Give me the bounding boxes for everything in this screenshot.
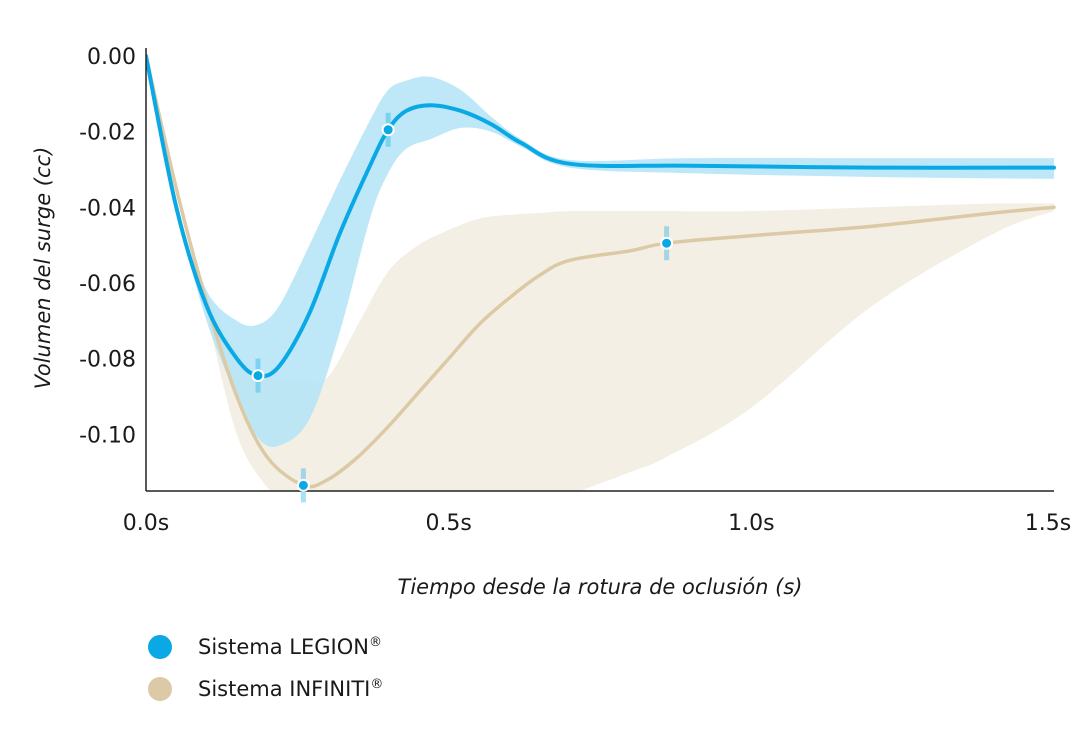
data-point-marker bbox=[381, 123, 395, 137]
data-point-marker bbox=[660, 236, 674, 250]
series-line-infiniti bbox=[146, 54, 1056, 489]
confidence-band-legion bbox=[146, 56, 1054, 447]
y-tick-label: -0.04 bbox=[79, 196, 136, 221]
chart-legend: Sistema LEGION® Sistema INFINITI® bbox=[148, 626, 383, 710]
data-point-marker bbox=[251, 369, 265, 383]
legend-label-legion: Sistema LEGION® bbox=[198, 635, 382, 659]
legend-swatch-legion bbox=[148, 635, 172, 659]
x-tick-label: 0.0s bbox=[123, 511, 169, 536]
data-point-marker bbox=[296, 478, 310, 492]
y-axis-title: Volumen del surge (cc) bbox=[31, 147, 55, 390]
confidence-band-infiniti bbox=[146, 56, 1054, 491]
x-tick-label: 0.5s bbox=[425, 511, 471, 536]
y-tick-label: -0.06 bbox=[79, 272, 136, 297]
y-tick-label: 0.00 bbox=[87, 45, 136, 70]
legend-item-infiniti: Sistema INFINITI® bbox=[148, 668, 383, 710]
y-tick-label: -0.08 bbox=[79, 348, 136, 373]
legend-item-legion: Sistema LEGION® bbox=[148, 626, 383, 668]
y-tick-label: -0.10 bbox=[79, 423, 136, 448]
surge-volume-chart: 0.00 -0.02 -0.04 -0.06 -0.08 -0.10 0.0s 0.5s 1.0… bbox=[31, 45, 1071, 599]
x-tick-label: 1.0s bbox=[728, 511, 774, 536]
x-tick-label: 1.5s bbox=[1025, 511, 1071, 536]
y-tick-label: -0.02 bbox=[79, 121, 136, 146]
x-axis-title: Tiempo desde la rotura de oclusión (s) bbox=[398, 575, 803, 599]
legend-label-infiniti: Sistema INFINITI® bbox=[198, 677, 384, 701]
legend-swatch-infiniti bbox=[148, 677, 172, 701]
